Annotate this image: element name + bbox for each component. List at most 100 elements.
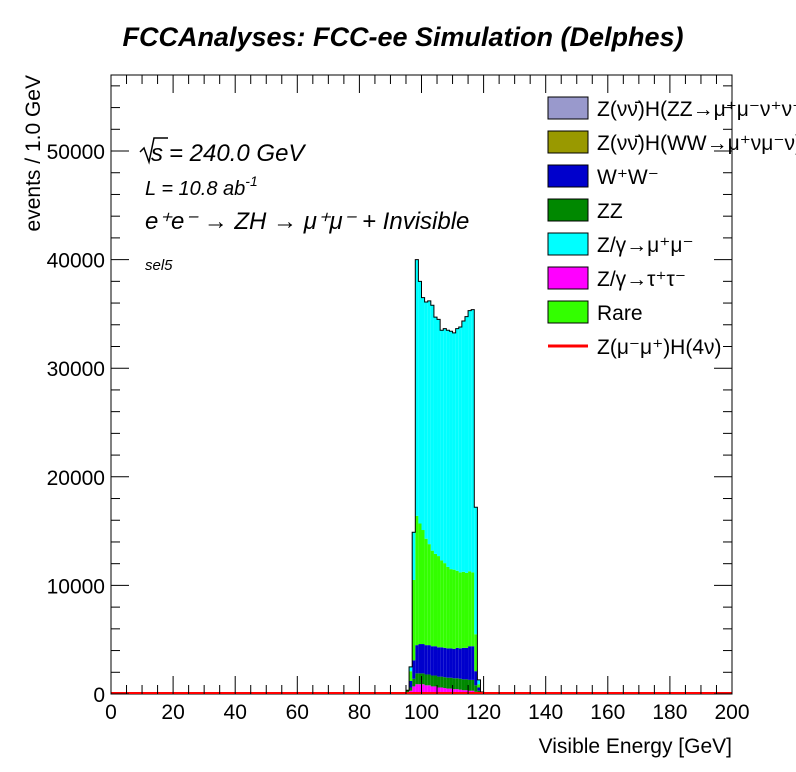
bar xyxy=(409,680,413,688)
bar xyxy=(440,676,444,688)
bar xyxy=(421,684,425,694)
bar xyxy=(452,678,456,690)
bar xyxy=(471,679,475,691)
series-3 xyxy=(409,515,484,694)
bar xyxy=(458,678,462,690)
y-tick-label: 50000 xyxy=(47,141,105,164)
bar xyxy=(458,648,462,679)
legend-entry: ZZ xyxy=(547,198,623,223)
bar xyxy=(449,688,453,694)
legend-label: Z(νν̄)H(WW→μ⁺νμ⁻ν) xyxy=(597,132,796,155)
bar xyxy=(452,689,456,694)
bar xyxy=(427,544,431,646)
bar xyxy=(449,331,453,570)
y-tick-label: 0 xyxy=(93,684,105,707)
bar xyxy=(412,678,416,687)
chart-title: FCCAnalyses: FCC-ee Simulation (Delphes) xyxy=(122,22,683,52)
bar xyxy=(412,579,416,661)
legend-label: Z/γ→μ⁺μ⁻ xyxy=(597,234,694,257)
legend-entry: Rare xyxy=(547,300,643,325)
bar xyxy=(477,687,481,691)
lumi-prefix: L = 10.8 ab xyxy=(145,178,245,200)
legend-entry: W⁺W⁻ xyxy=(547,164,659,189)
bar xyxy=(418,684,422,694)
series-4 xyxy=(409,259,484,693)
series-1 xyxy=(405,673,484,694)
bar xyxy=(443,677,447,689)
bar xyxy=(461,647,465,680)
sqrt-s-annotation: s = 240.0 GeV xyxy=(139,137,306,167)
bar xyxy=(412,532,416,580)
bar xyxy=(424,645,428,675)
legend-label: Rare xyxy=(597,302,643,325)
bar xyxy=(433,553,438,647)
bar xyxy=(477,679,481,685)
y-axis-label: events / 1.0 GeV xyxy=(22,75,45,231)
x-tick-label: 100 xyxy=(404,701,439,724)
legend-entry: Z/γ→μ⁺μ⁻ xyxy=(547,232,694,257)
bar xyxy=(421,644,425,674)
x-tick-label: 0 xyxy=(105,701,117,724)
legend-entry: Z(μ⁻μ⁺)H(4ν) xyxy=(548,336,722,359)
bar xyxy=(452,648,456,679)
legend-label: Z/γ→τ⁺τ⁻ xyxy=(597,268,686,291)
bar xyxy=(449,648,453,678)
bar xyxy=(452,569,456,649)
bar xyxy=(415,684,419,694)
bar xyxy=(468,571,472,647)
bar xyxy=(440,330,444,561)
y-tick-label: 20000 xyxy=(47,467,105,490)
bar xyxy=(446,648,450,678)
bar xyxy=(455,678,459,690)
bar xyxy=(421,530,425,645)
bar xyxy=(415,673,419,685)
x-tick-label: 180 xyxy=(652,701,687,724)
legend-swatch xyxy=(547,198,589,222)
legend-label: W⁺W⁻ xyxy=(597,166,659,189)
bar xyxy=(471,309,475,573)
bar xyxy=(474,671,478,686)
x-tick-label: 60 xyxy=(286,701,309,724)
legend-swatch xyxy=(547,130,589,154)
bar xyxy=(471,572,475,647)
bar xyxy=(415,259,419,516)
bar xyxy=(405,690,410,693)
x-tick-labels: 0 20 40 60 80 100 120 140 160 180 200 xyxy=(105,701,749,724)
bar xyxy=(446,330,450,567)
bar xyxy=(433,675,438,687)
bar xyxy=(468,679,472,691)
bar xyxy=(464,572,469,648)
bar xyxy=(430,305,434,551)
x-tick-label: 160 xyxy=(590,701,625,724)
bar xyxy=(424,674,428,686)
bar xyxy=(464,679,469,691)
bar xyxy=(424,538,428,646)
bar xyxy=(477,684,481,688)
bar xyxy=(415,515,419,646)
series-2 xyxy=(409,644,481,691)
bar xyxy=(409,671,413,681)
x-axis-label: Visible Energy [GeV] xyxy=(539,735,732,758)
bar xyxy=(437,687,441,694)
bar xyxy=(446,677,450,689)
bar xyxy=(443,688,447,694)
bar xyxy=(474,507,478,635)
sqrt-s-value: = 240.0 GeV xyxy=(169,140,306,167)
bar xyxy=(427,685,431,694)
bar xyxy=(430,646,434,676)
legend-swatch xyxy=(547,300,589,324)
bar xyxy=(437,556,441,648)
y-tick-label: 10000 xyxy=(47,575,105,598)
legend-label: Z(νν̄)H(ZZ→μ⁺μ⁻ν⁺ν⁻) xyxy=(597,98,796,121)
x-tick-label: 140 xyxy=(528,701,563,724)
lumi-annotation: L = 10.8 ab-1 xyxy=(145,173,258,200)
bar xyxy=(427,645,431,675)
bar xyxy=(468,646,472,680)
bar xyxy=(474,634,478,672)
bar xyxy=(474,685,478,692)
bar xyxy=(440,687,444,694)
legend-label: Z(μ⁻μ⁺)H(4ν) xyxy=(597,336,722,359)
lumi-exponent: -1 xyxy=(245,173,257,189)
bar xyxy=(437,319,441,557)
